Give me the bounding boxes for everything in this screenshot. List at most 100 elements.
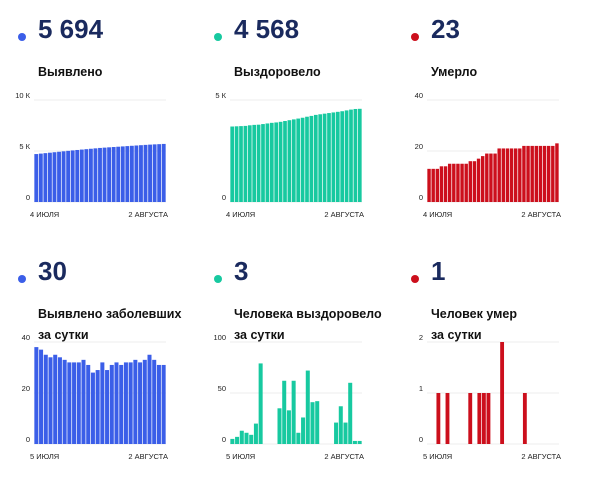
bar <box>534 145 539 202</box>
bar <box>518 148 522 202</box>
bar <box>79 149 84 202</box>
bar <box>555 143 559 202</box>
bar <box>357 108 362 202</box>
bar <box>300 117 305 202</box>
bar <box>67 362 72 444</box>
y-tick-label: 0 <box>26 193 30 202</box>
x-tick-label: 2 АВГУСТА <box>521 210 561 219</box>
bar <box>472 161 477 202</box>
bar <box>249 434 254 444</box>
bar <box>139 145 143 202</box>
bar <box>244 432 249 444</box>
detected-daily-chart: 0 20 40 5 ИЮЛЯ 2 АВГУСТА <box>22 333 168 461</box>
y-tick-label: 20 <box>415 142 423 151</box>
bar <box>286 410 291 444</box>
bullet-icon <box>214 33 222 41</box>
bar <box>291 380 296 444</box>
bar <box>522 393 527 444</box>
bar <box>134 145 139 202</box>
bar <box>66 150 71 202</box>
bar <box>119 364 124 444</box>
bar <box>102 147 107 202</box>
bar <box>464 163 468 202</box>
bar <box>509 148 514 202</box>
bar <box>239 430 244 444</box>
bar <box>258 363 263 444</box>
y-tick-label: 100 <box>213 333 226 342</box>
y-tick-label: 40 <box>22 333 30 342</box>
bar <box>343 422 348 444</box>
bar <box>39 349 44 444</box>
recovered-daily-total: 3 <box>234 256 249 286</box>
bar <box>234 126 239 202</box>
detected-chart: 0 5 К 10 К 4 ИЮЛЯ 2 АВГУСТА <box>15 91 168 219</box>
bar <box>318 114 323 202</box>
bar <box>107 147 112 202</box>
bar <box>62 359 67 444</box>
bar <box>546 145 551 202</box>
bar <box>338 406 343 444</box>
bar <box>526 145 530 202</box>
bar <box>116 146 121 202</box>
bar <box>305 116 309 202</box>
bar <box>301 417 306 444</box>
bar <box>48 357 53 444</box>
bar <box>334 422 339 444</box>
recovered-chart: 0 5 К 4 ИЮЛЯ 2 АВГУСТА <box>215 91 364 219</box>
bullet-icon <box>214 275 222 283</box>
x-tick-label: 2 АВГУСТА <box>128 210 168 219</box>
detected-daily-total: 30 <box>38 256 67 286</box>
deaths-label: Умерло <box>431 65 478 79</box>
bar <box>38 153 43 202</box>
bar <box>61 151 66 202</box>
panel-deaths-daily: 1 Человек умер за сутки 0 1 2 5 ИЮЛЯ 2 АВГУСТ… <box>405 250 589 485</box>
bar <box>239 126 243 202</box>
bar <box>468 161 473 202</box>
bar <box>538 145 543 202</box>
bar <box>436 393 441 444</box>
bar <box>489 153 493 202</box>
bar <box>230 438 235 444</box>
bar <box>443 166 448 202</box>
bar <box>256 124 261 202</box>
detected-label: Выявлено <box>38 65 103 79</box>
bar <box>76 362 81 444</box>
bar <box>81 359 86 444</box>
bar <box>427 168 431 202</box>
bar <box>500 342 505 444</box>
bar <box>497 148 501 202</box>
bar <box>53 354 58 444</box>
bar <box>291 119 296 202</box>
bar <box>34 154 39 202</box>
recovered-daily-label: Человека выздоровело за сутки <box>234 307 382 342</box>
recovered-total: 4 568 <box>234 14 300 44</box>
bar <box>431 168 435 202</box>
panel-recovered-daily: 3 Человека выздоровело за сутки 0 50 100 5 И… <box>208 250 398 485</box>
bar <box>331 112 336 202</box>
deaths-daily-total: 1 <box>431 256 446 286</box>
bar <box>152 359 157 444</box>
bar <box>100 362 105 444</box>
bar <box>309 115 314 202</box>
bar <box>277 408 282 444</box>
bar <box>435 168 440 202</box>
bar <box>133 359 138 444</box>
bar <box>75 149 80 202</box>
y-tick-label: 0 <box>26 435 30 444</box>
bar <box>253 423 258 444</box>
bar <box>34 347 39 444</box>
bar <box>352 440 357 444</box>
bar <box>95 370 100 444</box>
bar <box>357 440 362 444</box>
bar <box>261 124 265 202</box>
bar <box>43 153 48 202</box>
bar <box>480 156 485 202</box>
bar <box>252 124 257 202</box>
panel-detected-daily: 30 Выявлено заболевших за сутки 0 20 40 5 ИЮ… <box>12 250 202 485</box>
bar <box>105 370 110 444</box>
bar <box>114 362 119 444</box>
bar <box>129 145 134 202</box>
bar <box>161 364 166 444</box>
deaths-chart: 0 20 40 4 ИЮЛЯ 2 АВГУСТА <box>415 91 561 219</box>
bar <box>349 109 353 202</box>
